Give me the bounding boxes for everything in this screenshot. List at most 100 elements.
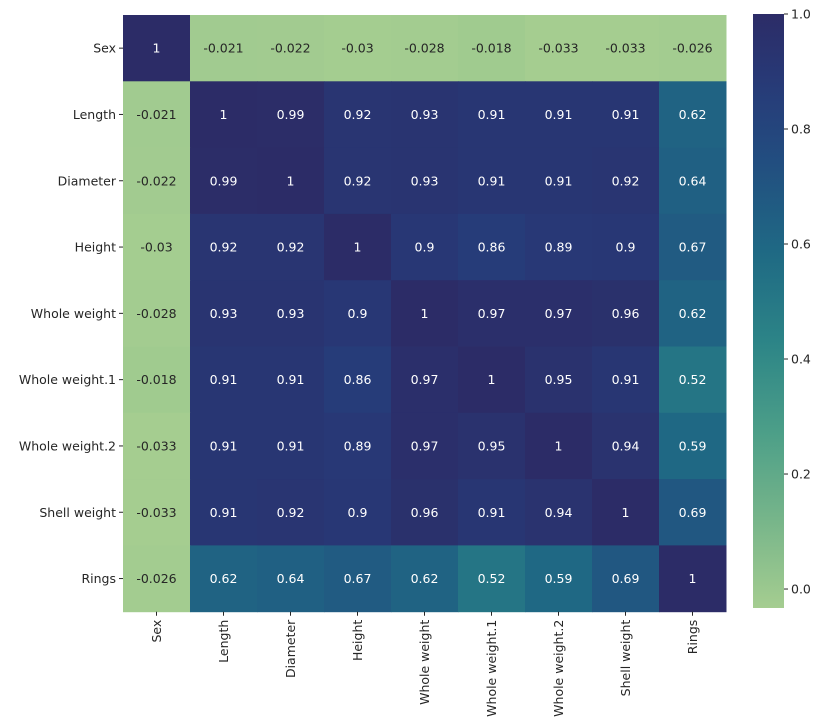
cell-value-label: 0.93	[210, 306, 238, 321]
heatmap-cell-whole-weight-2-whole-weight-2	[525, 412, 593, 480]
column-tick-label: Whole weight.2	[551, 620, 566, 717]
heatmap-cell-sex-diameter	[257, 15, 325, 82]
cell-value-label: 0.91	[612, 372, 640, 387]
column-tick-label: Whole weight.1	[484, 620, 499, 717]
colorbar: 0.0 0.2 0.4 0.6 0.8 1.0	[753, 7, 811, 608]
cell-value-label: -0.026	[136, 571, 176, 586]
cell-value-label: 0.92	[344, 173, 372, 188]
heatmap-cell-length-length	[190, 81, 258, 149]
heatmap-cell-sex-length	[190, 15, 258, 82]
heatmap-cell-length-whole-weight-1	[458, 81, 526, 149]
cell-value-label: 0.92	[277, 240, 305, 255]
colorbar-tick-label: 0.0	[791, 582, 811, 597]
column-tick-label: Height	[350, 620, 365, 661]
cell-value-label: 0.91	[478, 173, 506, 188]
heatmap-cell-whole-weight-sex	[123, 280, 191, 347]
heatmap-cell-whole-weight-2-sex	[123, 412, 191, 480]
cell-value-label: 1	[555, 438, 563, 453]
cell-value-label: 0.92	[210, 240, 238, 255]
row-tick-label: Shell weight	[39, 505, 116, 520]
cell-value-label: -0.033	[136, 438, 176, 453]
column-tick-label: Sex	[149, 620, 164, 643]
heatmap-cell-whole-weight-shell-weight	[592, 280, 660, 347]
heatmap-cell-length-diameter	[257, 81, 325, 149]
cell-value-label: 1	[488, 372, 496, 387]
cell-value-label: 0.91	[545, 173, 573, 188]
row-tick-label: Whole weight	[31, 306, 116, 321]
cell-value-label: 0.89	[344, 438, 372, 453]
colorbar-tick-label: 0.8	[791, 122, 811, 137]
column-tick-labels: Sex Length Diameter Height Whole weight Whole…	[149, 611, 700, 717]
cell-value-label: 0.69	[612, 571, 640, 586]
heatmap-cell-diameter-height	[324, 147, 392, 215]
heatmap-cell-sex-whole-weight	[391, 15, 459, 82]
cell-value-label: 1	[622, 505, 630, 520]
row-tick-labels: Sex Length Diameter Height Whole weight Whole…	[19, 41, 123, 586]
colorbar-tick-label: 0.2	[791, 467, 811, 482]
heatmap-cell-height-whole-weight-1	[458, 213, 526, 281]
cell-value-label: 0.97	[411, 372, 439, 387]
heatmap-cell-whole-weight-whole-weight-2	[525, 280, 593, 347]
cell-value-label: 0.9	[415, 240, 435, 255]
heatmap-cell-length-rings	[659, 81, 727, 149]
cell-value-label: -0.03	[140, 240, 172, 255]
cell-value-label: 0.9	[348, 505, 368, 520]
cell-value-label: 0.86	[478, 240, 506, 255]
heatmap-cell-diameter-shell-weight	[592, 147, 660, 215]
heatmap-cell-length-height	[324, 81, 392, 149]
row-tick-label: Diameter	[58, 173, 117, 188]
cell-value-label: 0.62	[411, 571, 439, 586]
column-tick-label: Shell weight	[618, 620, 633, 697]
cell-value-label: 0.86	[344, 372, 372, 387]
cell-value-label: 0.64	[277, 571, 305, 586]
heatmap-cell-whole-weight-1-shell-weight	[592, 346, 660, 414]
column-tick-label: Rings	[685, 620, 700, 655]
cell-value-label: 0.97	[545, 306, 573, 321]
row-tick-label: Whole weight.2	[19, 438, 116, 453]
row-tick-label: Rings	[81, 571, 116, 586]
heatmap-cell-height-shell-weight	[592, 213, 660, 281]
cell-value-label: -0.018	[136, 372, 176, 387]
heatmap-cell-whole-weight-2-length	[190, 412, 258, 480]
heatmap-cell-sex-rings	[659, 15, 727, 82]
colorbar-gradient	[753, 14, 784, 608]
cell-value-label: 0.97	[478, 306, 506, 321]
heatmap-cell-height-length	[190, 213, 258, 281]
cell-value-label: 0.99	[210, 173, 238, 188]
cell-value-label: 0.92	[344, 107, 372, 122]
cell-value-label: 0.93	[277, 306, 305, 321]
cell-value-label: 1	[220, 107, 228, 122]
heatmap-cell-shell-weight-diameter	[257, 479, 325, 546]
heatmap-cell-whole-weight-1-whole-weight-2	[525, 346, 593, 414]
cell-value-label: 1	[287, 173, 295, 188]
cell-value-label: -0.033	[605, 41, 645, 56]
heatmap-cell-whole-weight-2-whole-weight	[391, 412, 459, 480]
heatmap-cell-height-rings	[659, 213, 727, 281]
row-tick-label: Whole weight.1	[19, 372, 116, 387]
cell-value-label: 0.91	[210, 372, 238, 387]
heatmap-cell-height-height	[324, 213, 392, 281]
heatmap-cell-sex-whole-weight-1	[458, 15, 526, 82]
cell-value-label: 0.91	[478, 107, 506, 122]
heatmap-cell-whole-weight-whole-weight	[391, 280, 459, 347]
colorbar-tick-label: 0.6	[791, 237, 811, 252]
heatmap-cell-length-whole-weight-2	[525, 81, 593, 149]
heatmap-cell-whole-weight-1-whole-weight-1	[458, 346, 526, 414]
row-tick-label: Length	[73, 107, 116, 122]
cell-value-label: 0.69	[679, 505, 707, 520]
heatmap-cell-rings-whole-weight-2	[525, 545, 593, 613]
heatmap-cell-rings-whole-weight	[391, 545, 459, 613]
heatmap-cell-whole-weight-2-whole-weight-1	[458, 412, 526, 480]
heatmap-cell-whole-weight-2-height	[324, 412, 392, 480]
cell-value-label: 0.93	[411, 107, 439, 122]
cell-value-label: 0.92	[612, 173, 640, 188]
cell-value-label: 0.52	[679, 372, 707, 387]
cell-value-label: -0.021	[136, 107, 176, 122]
heatmap-cell-whole-weight-height	[324, 280, 392, 347]
cell-value-label: 0.93	[411, 173, 439, 188]
heatmap-cell-whole-weight-diameter	[257, 280, 325, 347]
cell-value-label: -0.033	[136, 505, 176, 520]
heatmap-cell-whole-weight-1-sex	[123, 346, 191, 414]
heatmap-cell-whole-weight-1-rings	[659, 346, 727, 414]
